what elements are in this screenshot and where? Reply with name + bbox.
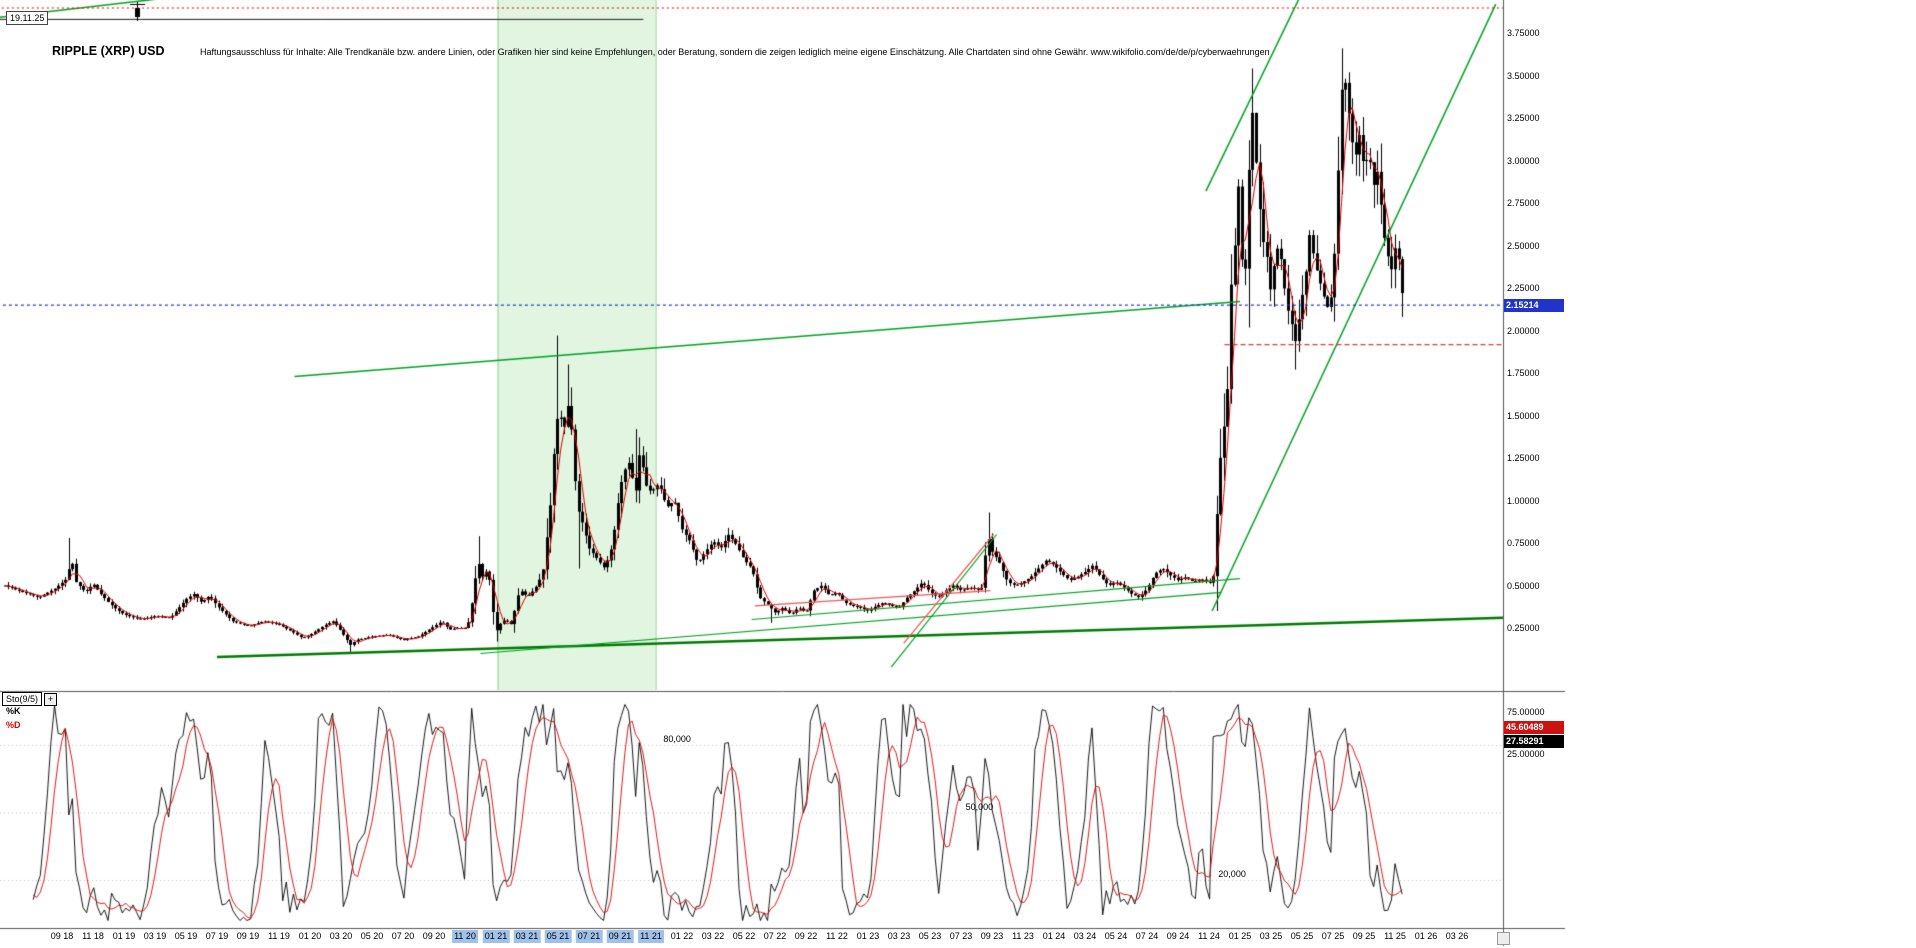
date-axis-label: 03 20 — [329, 931, 353, 941]
sto-level-annotation: 80,000 — [663, 734, 691, 744]
disclaimer-text: Haftungsausschluss für Inhalte: Alle Tre… — [200, 47, 1270, 57]
date-axis-label: 03 25 — [1259, 931, 1283, 941]
date-axis-label: 03 19 — [143, 931, 167, 941]
date-axis-label: 05 24 — [1104, 931, 1128, 941]
date-axis-label: 01 19 — [112, 931, 136, 941]
price-axis-label: 1.75000 — [1507, 368, 1540, 378]
price-axis-label: 2.25000 — [1507, 283, 1540, 293]
date-axis-label: 11 18 — [82, 931, 104, 941]
price-axis-label: 3.75000 — [1507, 28, 1540, 38]
date-axis-label: 03 21 — [513, 930, 541, 943]
indicator-header: Sto(9/5) + — [2, 692, 58, 706]
date-axis-label: 03 22 — [701, 931, 725, 941]
price-axis-label: 3.00000 — [1507, 155, 1540, 166]
percent-d-label: %D — [6, 720, 21, 730]
date-axis-label: 01 24 — [1042, 931, 1066, 941]
date-axis-label: 11 25 — [1384, 931, 1406, 941]
indicator-name-button[interactable]: Sto(9/5) — [2, 692, 43, 706]
current-date-label: 19.11.25 — [6, 11, 49, 25]
date-axis-label: 05 19 — [174, 931, 198, 941]
date-axis-label: 07 19 — [205, 931, 229, 941]
date-axis-label: 03 23 — [887, 931, 911, 941]
date-axis-label: 09 22 — [794, 931, 818, 941]
price-axis-label: 1.25000 — [1507, 453, 1540, 463]
sto-level-annotation: 20,000 — [1218, 869, 1246, 879]
date-axis-label: 11 22 — [826, 931, 848, 941]
current-price-badge: 2.15214 — [1504, 298, 1564, 312]
date-axis-label: 01 20 — [298, 931, 322, 941]
date-axis-label: 07 20 — [391, 931, 415, 941]
date-axis-label: 01 22 — [670, 931, 694, 941]
add-indicator-button[interactable]: + — [44, 692, 58, 706]
price-axis-label: 1.00000 — [1507, 495, 1540, 506]
price-axis-label: 1.50000 — [1507, 410, 1540, 421]
date-axis-label: 09 19 — [236, 931, 260, 941]
date-axis-label: 05 23 — [918, 931, 942, 941]
sto-level-annotation: 50,000 — [965, 801, 994, 812]
date-axis-label: 09 25 — [1352, 931, 1376, 941]
date-axis-label: 09 18 — [50, 931, 74, 941]
date-axis-label: 07 25 — [1321, 931, 1345, 941]
date-axis-label: 05 21 — [544, 930, 572, 943]
date-axis-label: 01 26 — [1414, 931, 1438, 941]
price-axis-label: 2.75000 — [1507, 198, 1540, 208]
price-axis-label: 0.75000 — [1507, 538, 1540, 548]
price-axis-label: 3.50000 — [1507, 70, 1540, 81]
date-axis-label: 07 23 — [949, 931, 973, 941]
sto-axis-label: 75.00000 — [1507, 707, 1545, 717]
date-axis-label: 07 24 — [1135, 931, 1159, 941]
date-axis-label: 11 19 — [268, 931, 290, 941]
date-axis-label: 05 20 — [360, 931, 384, 941]
sto-axis-label: 25.00000 — [1507, 749, 1545, 759]
date-axis-label: 07 21 — [575, 930, 603, 943]
date-axis-label: 11 21 — [638, 930, 664, 943]
resize-grip-icon[interactable] — [1497, 932, 1510, 945]
date-axis-label: 11 23 — [1012, 931, 1034, 941]
date-axis-label: 03 26 — [1445, 931, 1469, 941]
price-axis-label: 0.25000 — [1507, 623, 1540, 633]
date-axis-label: 09 24 — [1166, 931, 1190, 941]
date-axis-label: 03 24 — [1073, 931, 1097, 941]
date-axis-label: 07 22 — [763, 931, 787, 941]
date-axis-label: 09 20 — [422, 931, 446, 941]
date-axis-label: 09 23 — [980, 931, 1004, 941]
price-axis-label: 2.00000 — [1507, 325, 1540, 336]
chart-title: RIPPLE (XRP) USD — [52, 44, 165, 58]
price-axis-label: 3.25000 — [1507, 113, 1540, 123]
date-axis-label: 01 21 — [482, 930, 510, 943]
date-axis-label: 11 20 — [452, 930, 478, 943]
price-axis-label: 0.50000 — [1507, 580, 1540, 591]
date-axis-label: 01 25 — [1228, 931, 1252, 941]
date-axis-label: 11 24 — [1198, 931, 1220, 941]
sto-axis-label: 27.58291 — [1504, 735, 1564, 748]
date-axis-label: 05 22 — [732, 931, 756, 941]
sto-axis-label: 45.60489 — [1504, 721, 1564, 734]
price-axis-label: 2.50000 — [1507, 240, 1540, 251]
date-axis-label: 09 21 — [606, 930, 634, 943]
percent-k-label: %K — [6, 706, 21, 716]
date-axis-label: 05 25 — [1290, 931, 1314, 941]
date-axis-label: 01 23 — [856, 931, 880, 941]
